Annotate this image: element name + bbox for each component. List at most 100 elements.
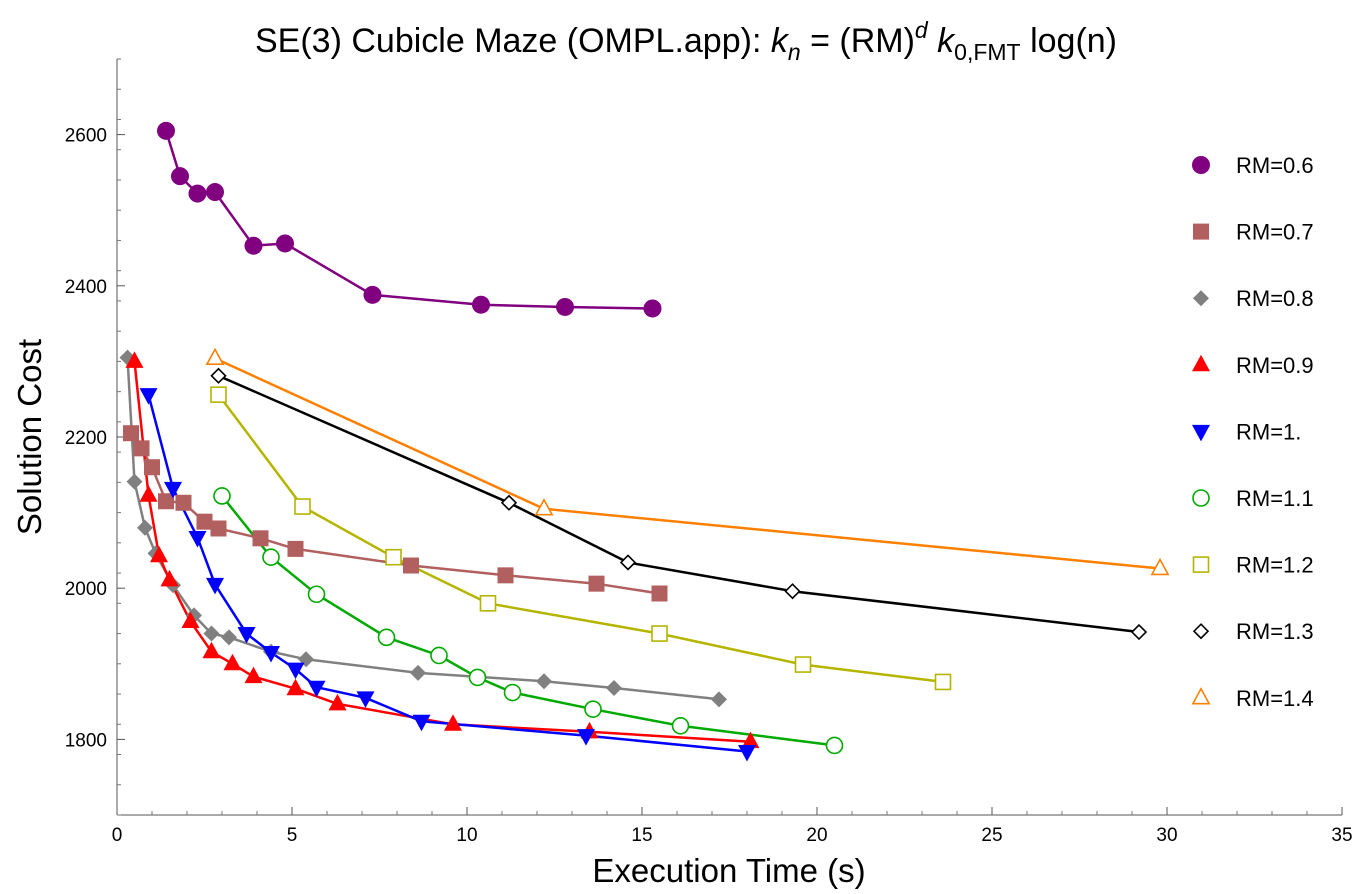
series-points-rm-1-3 xyxy=(210,367,1148,641)
data-point xyxy=(287,540,304,557)
data-point xyxy=(203,625,220,642)
axes: 0 5 10 15 20 25 30 35 1800 2000 2200 2400 2600 xyxy=(65,58,1353,846)
legend-label: RM=1.1 xyxy=(1236,486,1314,511)
legend-label: RM=1. xyxy=(1236,419,1301,444)
series-points-rm-1-1 xyxy=(213,487,844,755)
data-point xyxy=(221,629,237,646)
data-point xyxy=(584,700,602,718)
legend-marker xyxy=(1192,556,1210,573)
data-point xyxy=(430,646,448,665)
data-point xyxy=(144,459,160,476)
series-points-rm-0-6 xyxy=(157,121,662,318)
data-point xyxy=(206,183,224,202)
data-point xyxy=(157,121,175,140)
series-points-rm-0-9 xyxy=(125,351,760,749)
data-point xyxy=(181,611,200,628)
data-point xyxy=(133,440,150,457)
data-point xyxy=(202,641,221,659)
data-point xyxy=(500,494,518,511)
x-tick-label: 5 xyxy=(287,825,298,846)
data-point xyxy=(188,184,207,203)
data-point xyxy=(244,666,263,684)
x-tick-label: 35 xyxy=(1331,825,1352,846)
data-point xyxy=(307,585,326,604)
series-line-rm-0-6 xyxy=(164,130,653,310)
title-prefix: SE(3) Cubicle Maze (OMPL.app): xyxy=(255,22,771,60)
plot-markers xyxy=(119,121,1170,762)
y-axis-label: Solution Cost xyxy=(11,339,48,535)
legend-marker xyxy=(1192,354,1210,372)
data-point xyxy=(588,575,605,592)
data-point xyxy=(497,567,514,584)
data-point xyxy=(403,557,419,574)
data-point xyxy=(619,554,637,571)
data-point xyxy=(606,679,622,696)
data-point xyxy=(286,662,305,680)
legend: RM=0.6 RM=0.7 RM=0.8 RM=0.9 RM=1. RM=1.1 RM=1.… xyxy=(1191,153,1314,711)
data-point xyxy=(223,653,242,671)
data-point xyxy=(262,645,280,663)
series-line-rm-1-3 xyxy=(217,374,1140,634)
x-tick-label: 30 xyxy=(1156,825,1177,846)
data-point xyxy=(643,299,662,318)
data-point xyxy=(206,577,224,595)
x-tick-label: 25 xyxy=(981,825,1002,846)
legend-entry: RM=1. xyxy=(1192,419,1301,444)
data-point xyxy=(126,473,143,490)
data-point xyxy=(196,513,213,530)
data-point xyxy=(213,487,231,505)
data-point xyxy=(188,531,207,548)
legend-label: RM=1.4 xyxy=(1236,686,1314,711)
series-line-rm-1-1 xyxy=(221,495,835,747)
data-point xyxy=(205,347,225,366)
data-point xyxy=(385,548,402,566)
title-suffix: log(n) xyxy=(1021,22,1117,60)
chart-title: SE(3) Cubicle Maze (OMPL.app): kn = (RM)… xyxy=(255,17,1117,65)
data-point xyxy=(139,485,158,502)
data-point xyxy=(1130,623,1148,641)
data-point xyxy=(210,520,227,537)
title-n-sub: n xyxy=(788,39,801,65)
legend-label: RM=0.7 xyxy=(1236,220,1314,245)
data-point xyxy=(139,388,158,405)
data-point xyxy=(244,236,263,255)
data-point xyxy=(175,494,192,511)
data-point xyxy=(651,585,668,602)
data-point xyxy=(651,625,668,642)
title-k0-sub: 0,FMT xyxy=(954,39,1020,65)
series-points-rm-1-2 xyxy=(210,386,952,691)
data-point xyxy=(934,673,952,691)
series-points-rm-0-7 xyxy=(123,425,668,602)
data-point xyxy=(738,744,756,762)
data-point xyxy=(123,425,139,442)
legend-entry: RM=0.6 xyxy=(1192,153,1314,178)
data-point xyxy=(210,367,227,384)
data-point xyxy=(671,716,690,735)
title-k0: k xyxy=(928,22,956,60)
data-point xyxy=(468,668,487,687)
data-point xyxy=(164,481,182,499)
data-point xyxy=(125,351,144,368)
legend-marker xyxy=(1192,489,1210,507)
legend-marker xyxy=(1192,623,1210,640)
data-point xyxy=(577,729,595,746)
x-axis-label: Execution Time (s) xyxy=(592,852,865,889)
data-point xyxy=(741,731,760,749)
legend-label: RM=1.2 xyxy=(1236,553,1314,578)
data-point xyxy=(252,530,269,547)
x-tick-label: 10 xyxy=(456,825,477,846)
legend-label: RM=1.3 xyxy=(1236,619,1314,644)
series-line-rm-0-9 xyxy=(133,361,751,743)
plot-lines xyxy=(126,130,1161,753)
data-point xyxy=(171,167,189,186)
legend-label: RM=0.8 xyxy=(1236,286,1314,311)
legend-entry: RM=1.2 xyxy=(1192,553,1314,578)
legend-label: RM=0.9 xyxy=(1236,353,1314,378)
legend-entry: RM=1.4 xyxy=(1191,686,1314,711)
data-point xyxy=(412,714,431,732)
data-point xyxy=(286,678,305,696)
data-point xyxy=(472,295,490,314)
data-point xyxy=(158,493,174,510)
data-point xyxy=(825,736,844,755)
